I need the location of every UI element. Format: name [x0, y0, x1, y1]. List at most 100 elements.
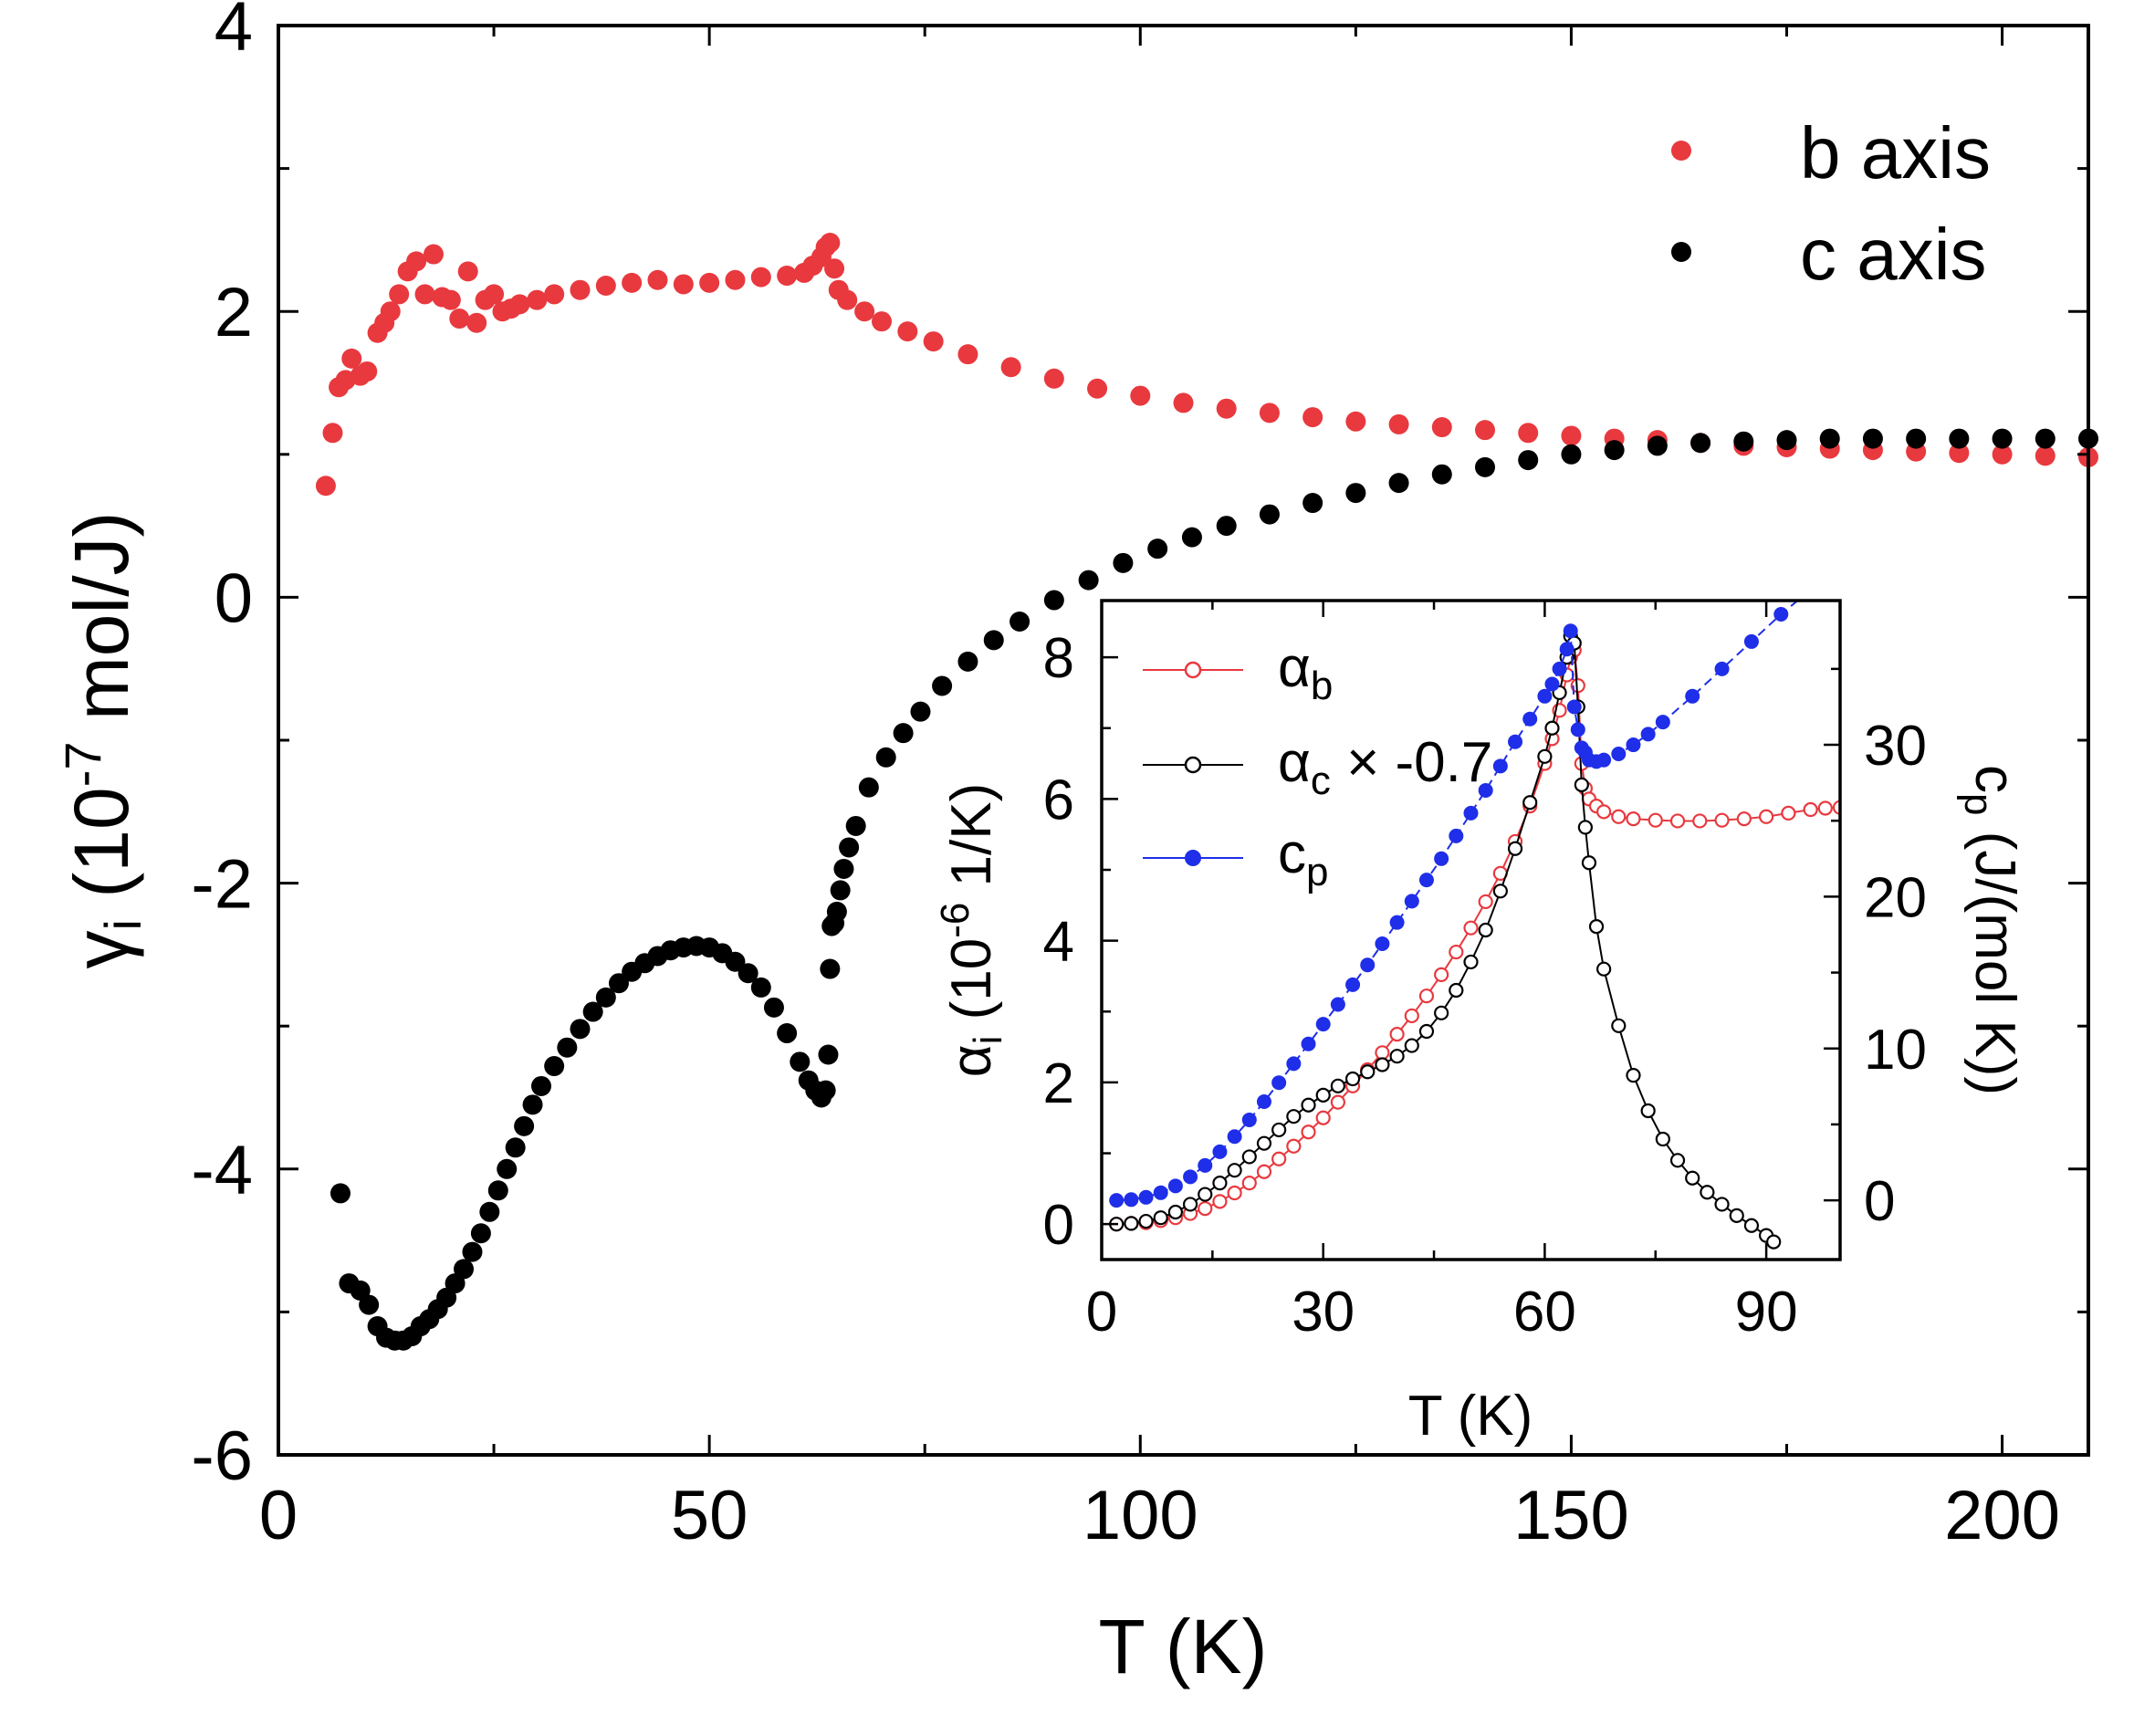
inset-y2-tick-label: 30	[1864, 715, 1927, 778]
inset-alpha-b-point	[1648, 812, 1663, 828]
b-axis-point	[509, 294, 530, 315]
c-axis-point	[1992, 428, 2013, 449]
main-legend: b axis c axis	[1671, 112, 1991, 295]
main-x-tick-label: 0	[259, 1477, 298, 1554]
c-axis-point	[454, 1259, 475, 1280]
c-axis-point	[1862, 428, 1883, 449]
inset-cp-point	[1522, 711, 1538, 727]
b-axis-point	[1345, 411, 1366, 432]
inset-alpha-c-point	[1153, 1210, 1168, 1226]
inset-cp-point	[1183, 1169, 1198, 1185]
inset-alpha-b-point	[1596, 804, 1612, 820]
inset-x-tick-label: 60	[1513, 1281, 1576, 1344]
b-axis-point	[1431, 417, 1452, 438]
b-axis-point	[923, 331, 944, 352]
b-axis-point	[457, 261, 478, 282]
inset-y2-tick-label: 20	[1864, 866, 1927, 929]
inset-alpha-b-point	[1803, 801, 1818, 818]
c-axis-point	[983, 630, 1004, 651]
b-axis-point	[647, 269, 668, 290]
inset-alpha-c-point	[1626, 1068, 1641, 1083]
inset-alpha-c-point	[1241, 1149, 1257, 1165]
inset-cp-point	[1434, 851, 1449, 866]
inset-alpha-b-point	[1449, 944, 1464, 960]
inset-alpha-b-point	[1389, 1027, 1405, 1042]
c-axis-point	[497, 1158, 518, 1179]
inset-cp-point	[1256, 1093, 1271, 1109]
b-axis-point	[1000, 357, 1021, 378]
inset-legend-alpha-c-label: αc × -0.7	[1278, 731, 1492, 803]
b-axis-point	[750, 267, 771, 288]
inset-cp-point	[1198, 1157, 1213, 1173]
legend-c-axis-label: c axis	[1800, 214, 1987, 295]
inset-alpha-b-point	[1478, 894, 1493, 910]
c-axis-point	[1776, 430, 1797, 451]
c-axis-point	[531, 1075, 552, 1096]
inset-cp-point	[1138, 1189, 1154, 1205]
inset-alpha-b-point	[1227, 1185, 1242, 1201]
inset-cp-point	[1227, 1129, 1242, 1145]
inset-y2-tick-label: 10	[1864, 1019, 1927, 1082]
inset-cp-point	[1360, 957, 1376, 973]
inset-alpha-b-point	[1198, 1201, 1213, 1217]
b-axis-point	[1087, 378, 1108, 399]
inset-y-tick-label: 0	[1043, 1194, 1074, 1257]
inset-alpha-c-point	[1330, 1078, 1345, 1093]
inset-alpha-c-point	[1537, 748, 1553, 764]
inset-cp-point	[1804, 582, 1818, 597]
inset-alpha-b-point	[1736, 811, 1752, 827]
c-axis-point	[359, 1294, 380, 1315]
inset-y-tick-label: 6	[1043, 769, 1074, 831]
inset-alpha-c-point	[1714, 1197, 1730, 1212]
c-axis-point	[1518, 450, 1539, 471]
main-c-axis-series	[330, 428, 2098, 1351]
b-axis-point	[449, 309, 470, 329]
c-axis-point	[750, 977, 771, 998]
inset-alpha-b-point	[1781, 805, 1796, 821]
inset-cp-point	[1611, 747, 1627, 762]
c-axis-point	[1690, 433, 1711, 454]
inset-alpha-c-point	[1766, 1234, 1782, 1250]
inset-cp-point	[1537, 688, 1553, 704]
c-axis-point	[557, 1037, 578, 1058]
inset-alpha-c-point	[1611, 1018, 1627, 1033]
inset-cp-point	[1463, 805, 1479, 821]
inset-alpha-c-point	[1138, 1213, 1154, 1229]
inset-alpha-c-point	[1301, 1097, 1316, 1113]
c-axis-point	[544, 1056, 565, 1077]
inset-alpha-c-point	[1743, 1218, 1760, 1233]
main-x-tick-label: 150	[1513, 1477, 1629, 1554]
inset-alpha-b-point	[1404, 1008, 1419, 1024]
c-axis-point	[522, 1094, 543, 1115]
inset-alpha-c-point	[1700, 1185, 1715, 1200]
c-axis-point	[1147, 539, 1168, 559]
c-axis-point	[479, 1201, 500, 1222]
c-axis-point	[1216, 516, 1237, 537]
inset-legend-cp-label: cp	[1278, 822, 1328, 894]
inset-cp-point	[1375, 936, 1390, 951]
b-axis-point	[820, 233, 841, 254]
inset-cp-point	[1212, 1144, 1228, 1159]
c-axis-point	[893, 723, 914, 744]
inset-legend-cp-marker	[1185, 850, 1201, 866]
inset-alpha-c-point	[1182, 1197, 1198, 1212]
c-axis-point	[738, 963, 758, 984]
b-axis-point	[1259, 403, 1280, 424]
inset-alpha-b-point	[1212, 1194, 1228, 1209]
inset-alpha-b-point	[1817, 800, 1833, 816]
legend-c-axis-marker	[1671, 242, 1691, 262]
inset-cp-point	[1124, 1192, 1139, 1208]
c-axis-point	[1949, 428, 1970, 449]
inset-cp-point	[1563, 623, 1578, 639]
b-axis-point	[322, 423, 343, 444]
inset-alpha-c-point	[1271, 1122, 1287, 1138]
inset-plot: 0 30 60 90 0 2 4 6 8 0 10 20 30 T (K) αi (10-6 1/K…	[933, 582, 2026, 1448]
main-x-tick-label: 100	[1083, 1477, 1198, 1554]
inset-cp-point	[1743, 633, 1759, 649]
inset-cp-point	[1418, 873, 1434, 888]
inset-alpha-b-point	[1241, 1176, 1257, 1191]
inset-cp-point	[1345, 977, 1361, 992]
b-axis-point	[466, 312, 487, 333]
inset-cp-point	[1315, 1017, 1331, 1032]
inset-alpha-b-point	[1301, 1124, 1316, 1140]
